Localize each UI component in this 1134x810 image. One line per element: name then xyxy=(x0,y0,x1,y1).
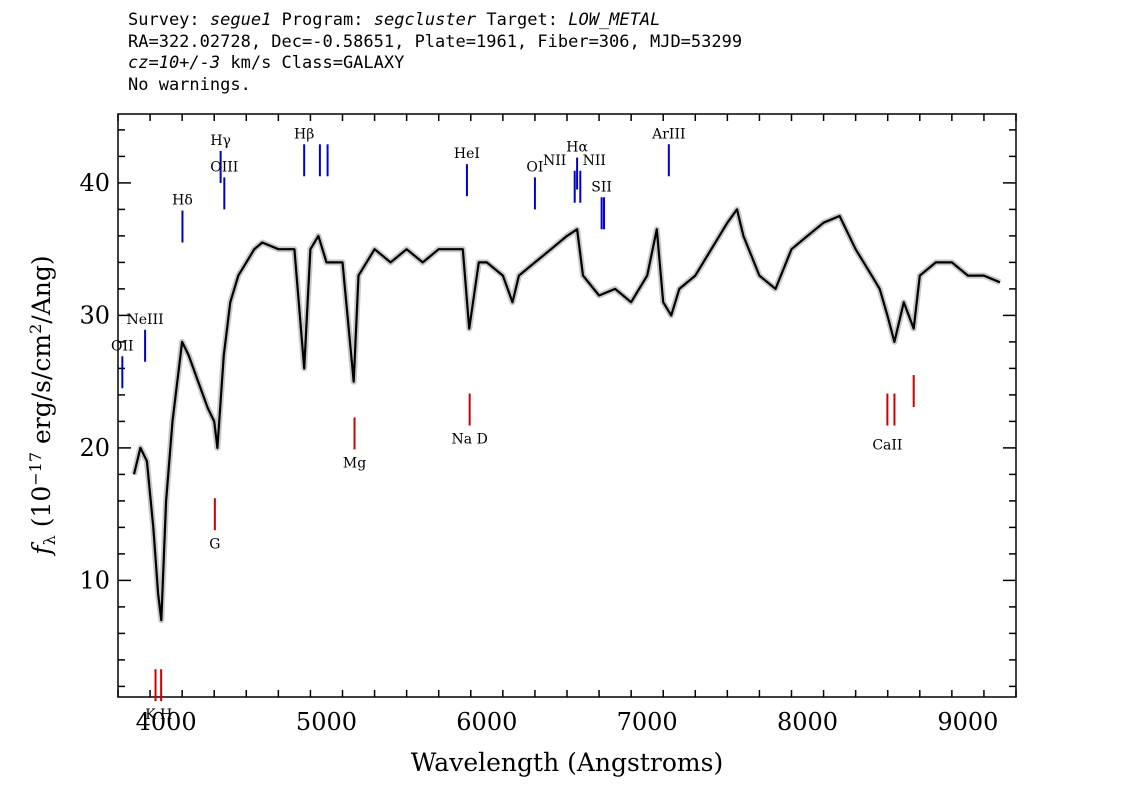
emission-line-label: HeI xyxy=(454,146,480,162)
x-tick-label: 8000 xyxy=(777,708,838,736)
emission-line-label: OIII xyxy=(210,159,238,175)
absorption-line-label: G xyxy=(209,536,220,552)
y-tick-label: 40 xyxy=(79,169,110,197)
emission-line-label: SII xyxy=(591,179,612,195)
x-tick-label: 5000 xyxy=(296,708,357,736)
emission-line-label: Hγ xyxy=(210,133,231,149)
target-value: LOW_METAL xyxy=(568,10,661,30)
emission-line-label: Hα xyxy=(566,140,588,156)
header-line-3: cz=10+/-3 km/s Class=GALAXY xyxy=(128,53,742,75)
header-line-4: No warnings. xyxy=(128,74,251,95)
emission-line-label: OI xyxy=(526,159,543,175)
class-text: km/s Class=GALAXY xyxy=(220,53,405,73)
y-axis-label: fλ (10−17 erg/s/cm2/Ang) xyxy=(26,255,59,556)
absorption-line-label: Na D xyxy=(452,432,488,448)
y-tick-labels: 10 20 30 40 xyxy=(79,169,110,595)
x-tick-label: 6000 xyxy=(456,708,517,736)
spectrum-series xyxy=(131,206,1002,624)
absorption-line-label: Mg xyxy=(343,455,366,471)
emission-line-label: Hβ xyxy=(294,126,314,142)
y-axis-label-part: λ xyxy=(40,535,59,545)
x-tick-label: 9000 xyxy=(937,708,998,736)
header-line-1: Survey: segue1 Program: segcluster Targe… xyxy=(128,10,742,32)
emission-line-label: OII xyxy=(111,338,134,354)
x-tick-labels: 4000 5000 6000 7000 8000 9000 xyxy=(136,708,999,736)
plot-frame xyxy=(117,113,1017,698)
header-line-2: RA=322.02728, Dec=-0.58651, Plate=1961, … xyxy=(128,31,743,52)
y-axis-label-part: −17 xyxy=(26,452,45,486)
spectrum-line xyxy=(132,208,1001,622)
y-axis-label-part: (10 xyxy=(27,486,56,536)
axis-ticks xyxy=(117,114,1017,697)
y-axis-label-part: f xyxy=(27,542,56,557)
emission-line-label: NII xyxy=(583,153,606,169)
cz-value: cz=10+/-3 xyxy=(128,53,221,73)
emission-line-label: NII xyxy=(543,153,566,169)
x-tick-label: 4000 xyxy=(136,708,197,736)
program-label: Program: xyxy=(281,10,364,30)
target-label: Target: xyxy=(486,10,558,30)
emission-line-label: Hδ xyxy=(172,193,193,209)
survey-label: Survey: xyxy=(128,10,200,30)
x-tick-label: 7000 xyxy=(617,708,678,736)
absorption-line-label: K xyxy=(145,707,156,723)
survey-value: segue1 xyxy=(209,10,272,30)
y-axis-label-part: /Ang) xyxy=(27,255,56,323)
emission-line-label: ArIII xyxy=(651,126,685,142)
spectrum-header: Survey: segue1 Program: segcluster Targe… xyxy=(128,10,742,96)
program-value: segcluster xyxy=(373,10,477,30)
y-axis-label-part: erg/s/cm xyxy=(27,334,56,452)
y-axis-label-part: 2 xyxy=(26,324,45,334)
emission-line-label: NeIII xyxy=(127,312,164,328)
x-axis-label: Wavelength (Angstroms) xyxy=(411,748,723,777)
absorption-line-label: H xyxy=(160,707,172,723)
absorption-line-label: CaII xyxy=(872,438,902,454)
y-tick-label: 10 xyxy=(79,566,110,594)
y-tick-label: 30 xyxy=(79,301,110,329)
y-tick-label: 20 xyxy=(79,434,110,462)
